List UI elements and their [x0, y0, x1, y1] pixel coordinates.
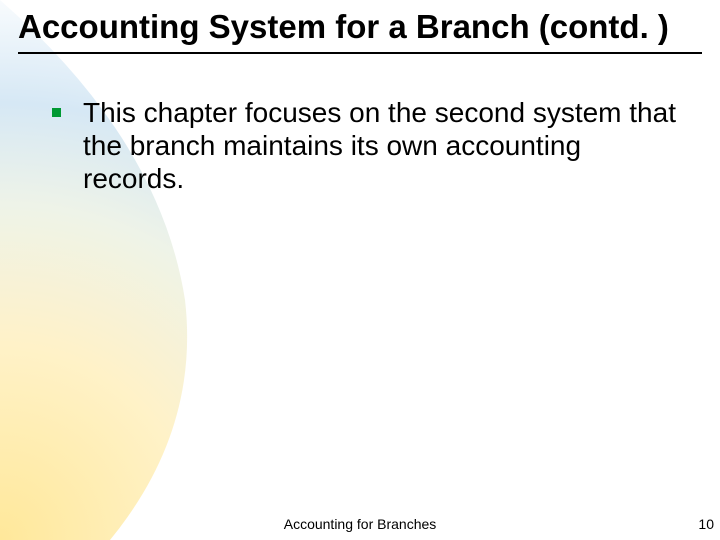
page-number: 10	[698, 516, 714, 532]
bullet-item: This chapter focuses on the second syste…	[52, 96, 680, 195]
slide-content: Accounting System for a Branch (contd. )…	[0, 0, 720, 540]
footer-center-text: Accounting for Branches	[284, 516, 437, 532]
square-bullet-icon	[52, 108, 61, 117]
bullet-text: This chapter focuses on the second syste…	[83, 96, 680, 195]
slide-title: Accounting System for a Branch (contd. )	[0, 0, 720, 46]
slide-body: This chapter focuses on the second syste…	[0, 54, 720, 195]
